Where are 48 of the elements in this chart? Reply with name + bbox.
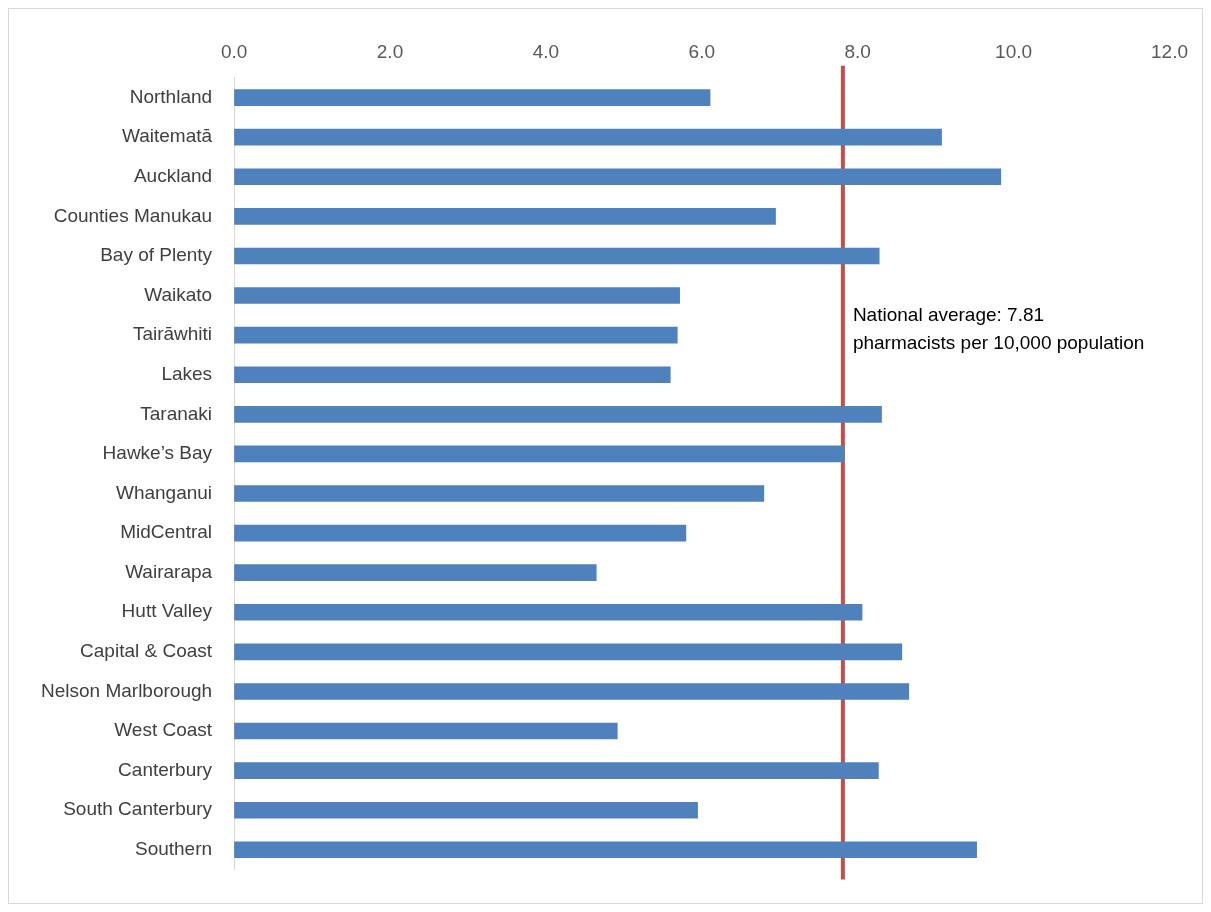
bar [234,208,776,225]
y-tick-label: Northland [129,85,213,107]
y-tick-label: MidCentral [120,521,213,543]
bar [234,406,882,423]
bar [234,366,671,384]
y-tick-label: Waikato [144,283,213,305]
y-tick-label: Counties Manukau [53,204,213,226]
y-tick-label: Tairāwhiti [132,323,213,345]
x-tick-label: 12.0 [1151,40,1188,62]
y-tick-label: Wairarapa [125,560,213,582]
y-tick-label: Bay of Plenty [100,244,213,266]
y-tick-label: Southern [134,838,213,860]
y-tick-label: Auckland [133,165,213,187]
x-tick-label: 4.0 [532,40,560,62]
y-tick-label: Lakes [161,362,213,384]
y-tick-label: Hawke’s Bay [102,442,213,464]
y-tick-label: Hutt Valley [121,600,213,622]
y-tick-label: Nelson Marlborough [41,679,213,701]
bar [234,168,1002,186]
bar [234,128,942,146]
bar [234,722,618,740]
bar [234,841,977,859]
ref-line-label: National average: 7.81 pharmacists per 10,000 population [852,303,1145,353]
x-tick-label: 6.0 [688,40,716,62]
x-tick-label: 2.0 [376,40,404,62]
bar [234,603,863,621]
bar [234,485,765,502]
y-tick-label: Canterbury [118,758,213,780]
bar [234,762,879,779]
y-tick-label: Whanganui [115,481,213,503]
bar [234,643,903,661]
x-tick-label: 0.0 [220,40,248,62]
bar [234,326,678,344]
bar [234,287,680,304]
bar [234,564,597,581]
y-tick-label: South Canterbury [63,798,213,820]
bar [234,247,880,265]
x-tick-label: 10.0 [995,40,1033,62]
bar [234,683,910,700]
bar [234,524,687,542]
y-tick-label: Capital & Coast [80,640,213,662]
bar [234,801,698,819]
y-tick-label: Taranaki [140,402,213,424]
bar [234,89,711,106]
y-tick-label: West Coast [114,719,213,741]
y-tick-label: Waitematā [121,125,213,147]
bar [234,445,845,463]
x-tick-label: 8.0 [844,40,871,62]
